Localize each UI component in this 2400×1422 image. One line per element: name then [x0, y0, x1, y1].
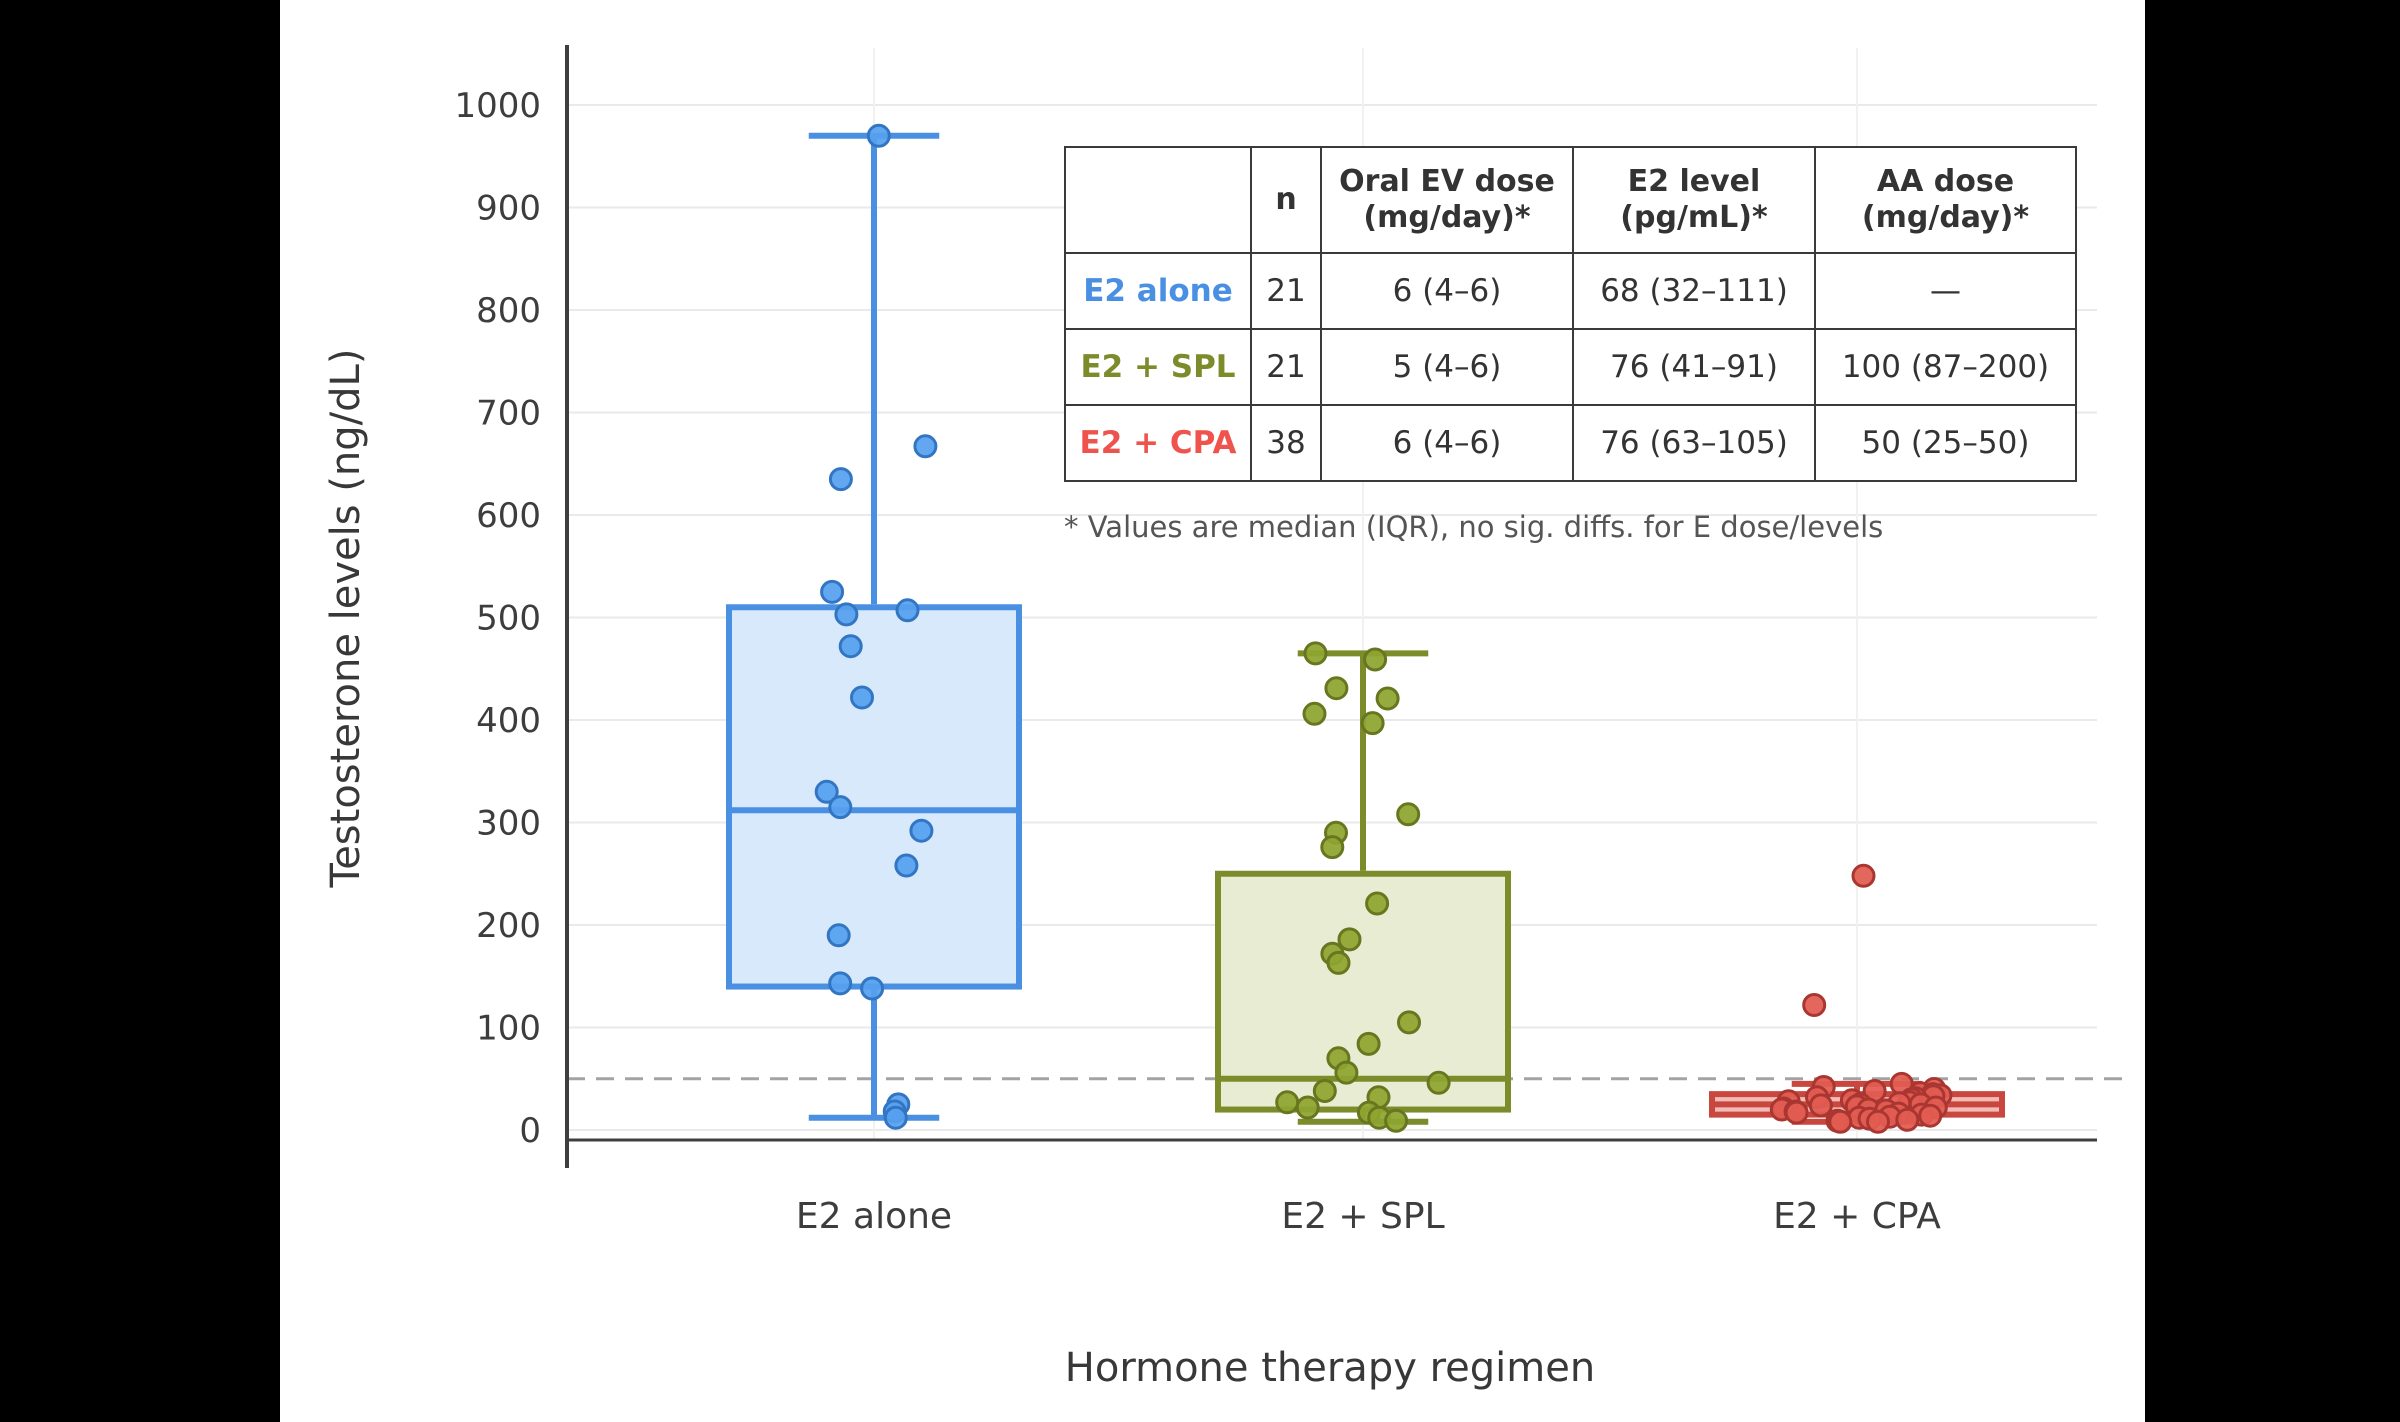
- svg-text:700: 700: [476, 394, 541, 434]
- svg-text:E2 alone: E2 alone: [796, 1196, 952, 1237]
- cell-n: 38: [1250, 404, 1322, 482]
- table-header-aa-dose: AA dose (mg/day)*: [1814, 146, 2077, 254]
- group-e2-spl: [1215, 641, 1511, 1133]
- table-row-e2-alone: E2 alone 21 6 (4–6) 68 (32–111) —: [1064, 252, 2077, 330]
- row-label-e2-spl: E2 + SPL: [1064, 328, 1252, 406]
- svg-text:200: 200: [476, 906, 541, 946]
- cell-aa-dose: —: [1814, 252, 2077, 330]
- row-label-e2-alone: E2 alone: [1064, 252, 1252, 330]
- cell-ev-dose: 5 (4–6): [1320, 328, 1574, 406]
- group-e2-cpa: [1709, 863, 2005, 1134]
- svg-text:0: 0: [519, 1111, 541, 1151]
- cell-ev-dose: 6 (4–6): [1320, 252, 1574, 330]
- letterbox-right: [2145, 0, 2400, 1422]
- table-header-row: n Oral EV dose (mg/day)* E2 level (pg/mL…: [1064, 146, 2077, 254]
- boxplot-chart: 0 100 200 300 400 500 600 700 800 900 1000 E2 alone…: [454, 45, 2125, 1237]
- svg-text:E2 + SPL: E2 + SPL: [1281, 1196, 1444, 1237]
- cell-aa-dose: 50 (25–50): [1814, 404, 2077, 482]
- cell-e2-level: 76 (63–105): [1572, 404, 1816, 482]
- cell-n: 21: [1250, 328, 1322, 406]
- svg-text:1000: 1000: [454, 86, 541, 126]
- svg-text:E2 + CPA: E2 + CPA: [1773, 1196, 1941, 1237]
- svg-text:100: 100: [476, 1009, 541, 1049]
- cell-ev-dose: 6 (4–6): [1320, 404, 1574, 482]
- group-e2-alone: [726, 123, 1022, 1130]
- table-header-ev-dose: Oral EV dose (mg/day)*: [1320, 146, 1574, 254]
- cell-e2-level: 76 (41–91): [1572, 328, 1816, 406]
- table-footnote: * Values are median (IQR), no sig. diffs…: [1064, 510, 1884, 544]
- svg-text:400: 400: [476, 701, 541, 741]
- y-axis-title: Testosterone levels (ng/dL): [323, 348, 369, 888]
- svg-text:800: 800: [476, 291, 541, 331]
- chart-panel: 0 100 200 300 400 500 600 700 800 900 1000 E2 alone…: [280, 0, 2145, 1422]
- cell-e2-level: 68 (32–111): [1572, 252, 1816, 330]
- table-header-n: n: [1250, 146, 1322, 254]
- table-header-e2-level: E2 level (pg/mL)*: [1572, 146, 1816, 254]
- stats-table: n Oral EV dose (mg/day)* E2 level (pg/mL…: [1064, 146, 2077, 482]
- table-header-blank: [1064, 146, 1252, 254]
- svg-text:500: 500: [476, 599, 541, 639]
- letterbox-left: [0, 0, 280, 1422]
- table-row-e2-cpa: E2 + CPA 38 6 (4–6) 76 (63–105) 50 (25–5…: [1064, 404, 2077, 482]
- svg-text:900: 900: [476, 189, 541, 229]
- table-row-e2-spl: E2 + SPL 21 5 (4–6) 76 (41–91) 100 (87–2…: [1064, 328, 2077, 406]
- x-axis-title: Hormone therapy regimen: [1064, 1345, 1596, 1391]
- svg-text:600: 600: [476, 496, 541, 536]
- cell-n: 21: [1250, 252, 1322, 330]
- row-label-e2-cpa: E2 + CPA: [1064, 404, 1252, 482]
- svg-text:300: 300: [476, 804, 541, 844]
- cell-aa-dose: 100 (87–200): [1814, 328, 2077, 406]
